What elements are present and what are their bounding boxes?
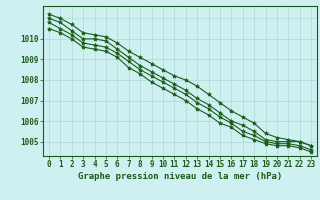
X-axis label: Graphe pression niveau de la mer (hPa): Graphe pression niveau de la mer (hPa): [78, 172, 282, 181]
